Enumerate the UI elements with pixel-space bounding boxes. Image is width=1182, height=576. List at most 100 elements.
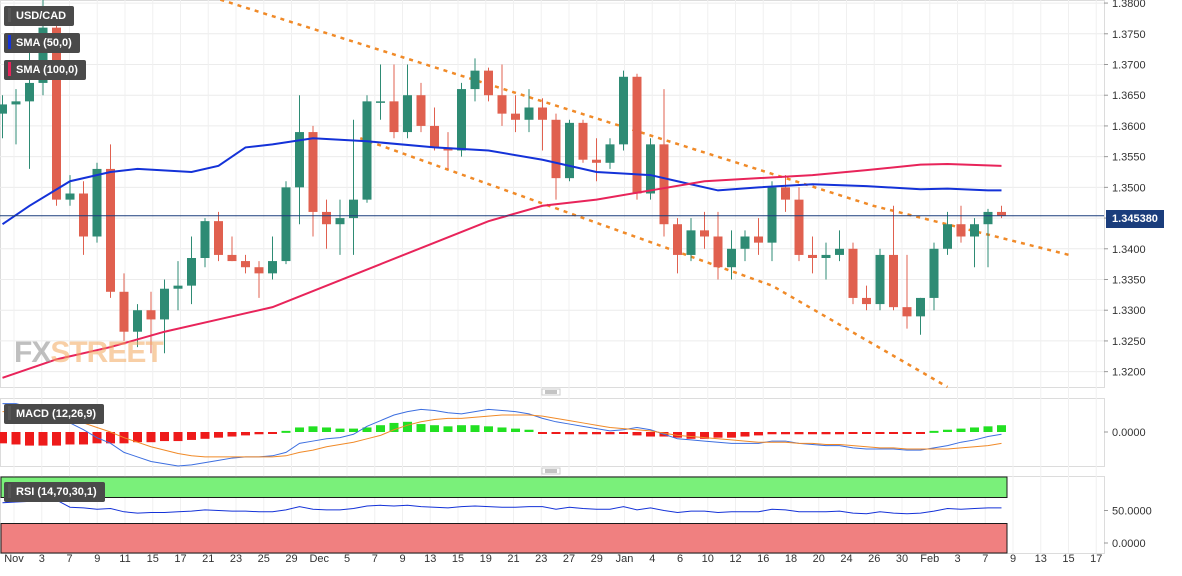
- time-tick-label: Dec: [309, 553, 329, 565]
- rsi-label[interactable]: RSI (14,70,30,1): [4, 482, 105, 502]
- macd-histogram-bar: [11, 432, 21, 445]
- macd-text: MACD (12,26,9): [16, 408, 97, 420]
- candle-body: [308, 132, 318, 212]
- candle-body: [187, 258, 196, 286]
- sma100-label[interactable]: SMA (100,0): [4, 60, 86, 80]
- macd-histogram-bar: [281, 430, 291, 433]
- rsi-swatch: [8, 484, 11, 498]
- macd-histogram-bar: [335, 428, 345, 432]
- candle-body: [65, 193, 75, 200]
- candle-body: [916, 297, 925, 317]
- candle-body: [362, 101, 372, 200]
- candle-body: [484, 70, 493, 96]
- time-tick-label: 10: [702, 553, 714, 565]
- macd-histogram-bar: [362, 427, 372, 432]
- candle-body: [214, 221, 223, 255]
- macd-histogram-bar: [565, 432, 574, 435]
- candle-body: [619, 76, 628, 145]
- sma50-line: [1, 137, 1002, 226]
- candle-body: [646, 144, 655, 194]
- time-tick-label: 21: [202, 553, 214, 565]
- candle-body: [997, 211, 1006, 216]
- channel-upper-line: [217, 0, 1070, 257]
- macd-histogram-bar: [241, 432, 250, 436]
- macd-histogram-bar: [349, 428, 358, 432]
- candle-body: [700, 230, 709, 237]
- candle-body: [943, 224, 952, 249]
- time-tick-label: 9: [399, 553, 405, 565]
- macd-histogram-bar: [497, 427, 507, 432]
- time-tick-label: 7: [372, 553, 378, 565]
- macd-histogram-bar: [227, 432, 237, 437]
- macd-label[interactable]: MACD (12,26,9): [4, 404, 105, 424]
- candle-body: [349, 199, 358, 219]
- macd-histogram-bar: [146, 432, 156, 443]
- time-tick-label: 4: [649, 553, 655, 565]
- main-pane-frame: [0, 0, 1105, 388]
- macd-histogram-bar: [686, 432, 696, 439]
- candle-body: [740, 236, 750, 249]
- candle-body: [848, 248, 858, 298]
- macd-swatch: [8, 406, 11, 420]
- symbol-label[interactable]: USD/CAD: [4, 6, 75, 26]
- candle-body: [470, 70, 480, 90]
- candle-body: [659, 144, 669, 225]
- macd-histogram-bar: [875, 432, 885, 434]
- candle-body: [781, 187, 790, 200]
- price-tick-label: 1.3200: [1112, 367, 1146, 379]
- price-tick-label: 1.3700: [1112, 60, 1146, 72]
- macd-histogram-bar: [970, 427, 979, 432]
- candle-body: [268, 261, 277, 274]
- candle-body: [146, 310, 156, 320]
- time-tick-label: 21: [507, 553, 519, 565]
- pane-resize-handles[interactable]: [541, 388, 561, 475]
- time-tick-label: 23: [230, 553, 242, 565]
- macd-histogram-bar: [740, 432, 750, 437]
- price-tick-label: 1.3750: [1112, 29, 1146, 41]
- candle-body: [767, 187, 777, 243]
- rsi-tick-label: 50.0000: [1112, 506, 1152, 518]
- candle-body: [160, 288, 169, 320]
- macd-histogram-bar: [295, 427, 304, 432]
- time-tick-label: 3: [954, 553, 960, 565]
- macd-histogram-bar: [727, 432, 736, 438]
- macd-histogram-bar: [713, 432, 723, 438]
- candle-body: [281, 187, 291, 262]
- macd-histogram-bar: [200, 432, 210, 439]
- candle-body: [592, 159, 601, 163]
- time-tick-label: 17: [1090, 553, 1102, 565]
- candle-body: [389, 101, 399, 133]
- candle-body: [929, 248, 939, 298]
- time-tick-label: 7: [982, 553, 988, 565]
- macd-histogram-bar: [902, 432, 912, 434]
- time-tick-label: 11: [119, 553, 130, 565]
- macd-histogram-bar: [835, 432, 844, 435]
- sma100-text: SMA (100,0): [16, 64, 78, 76]
- sma50-label[interactable]: SMA (50,0): [4, 33, 80, 53]
- candle-body: [92, 168, 102, 237]
- price-tick-label: 1.3350: [1112, 275, 1146, 287]
- time-tick-label: 27: [563, 553, 575, 565]
- macd-histogram-bar: [0, 432, 7, 444]
- pane-resize-handle[interactable]: [541, 467, 561, 475]
- macd-histogram-bar: [956, 428, 966, 432]
- macd-histogram-bar: [322, 427, 331, 432]
- macd-histogram-bar: [916, 432, 925, 434]
- macd-histogram-bar: [592, 432, 601, 435]
- price-tick-label: 1.3300: [1112, 305, 1146, 317]
- macd-histogram-bar: [308, 426, 318, 432]
- pane-resize-handle[interactable]: [541, 388, 561, 396]
- macd-line: [2, 403, 1002, 467]
- macd-histogram-bar: [983, 426, 993, 432]
- time-tick-label: 16: [757, 553, 769, 565]
- sma100-line: [2, 163, 1002, 379]
- macd-histogram-bar: [862, 432, 871, 434]
- time-tick-label: 29: [285, 553, 297, 565]
- candle-body: [889, 254, 898, 308]
- macd-histogram-bar: [551, 432, 561, 434]
- candle-body: [794, 199, 804, 255]
- macd-histogram-bar: [889, 432, 898, 434]
- candle-body: [511, 113, 520, 120]
- candle-body: [673, 224, 682, 255]
- candle-body: [727, 248, 736, 268]
